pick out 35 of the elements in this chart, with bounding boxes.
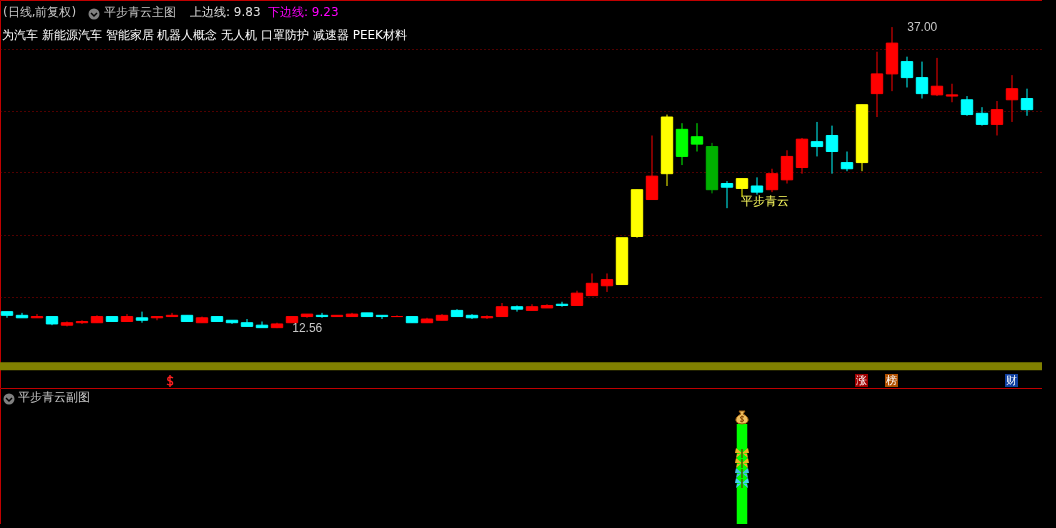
candlestick	[1005, 74, 1019, 123]
candlestick	[1020, 88, 1034, 117]
candlestick	[930, 57, 944, 97]
candlestick	[915, 61, 929, 100]
candlestick	[945, 83, 959, 103]
candlestick	[810, 121, 824, 157]
candlestick	[990, 100, 1004, 136]
candlestick	[750, 176, 764, 196]
candlestick	[690, 122, 704, 152]
candlestick	[510, 304, 524, 313]
candlestick	[825, 125, 839, 175]
chart-title: 平步青云副图	[18, 390, 90, 404]
candlestick	[900, 56, 914, 88]
candlestick	[780, 149, 794, 185]
candlestick	[720, 180, 734, 209]
candlestick	[960, 95, 974, 117]
candlestick	[600, 272, 614, 293]
annotation: 12.56	[292, 321, 323, 336]
annotation: 上边线: 9.83	[190, 5, 261, 19]
annotation: 榜	[885, 374, 898, 387]
annotation: 下边线: 9.23	[268, 5, 339, 19]
annotation: 平步青云主图	[104, 5, 176, 19]
annotation: 为汽车 新能源汽车 智能家居 机器人概念 无人机 口罩防护 减速器 PEEK材料	[2, 28, 407, 42]
annotation: 涨	[855, 374, 868, 387]
candlestick	[870, 51, 884, 118]
annotation: 平步青云	[741, 194, 789, 208]
candlestick	[585, 272, 599, 297]
candlestick	[135, 311, 149, 324]
annotation: 37.00	[907, 20, 938, 35]
candlestick	[975, 106, 989, 127]
candlestick	[840, 151, 854, 172]
candlestick	[645, 134, 659, 201]
chart-title: (日线,前复权)	[3, 5, 77, 19]
annotation: 财	[1005, 374, 1018, 387]
candlestick	[765, 168, 779, 193]
